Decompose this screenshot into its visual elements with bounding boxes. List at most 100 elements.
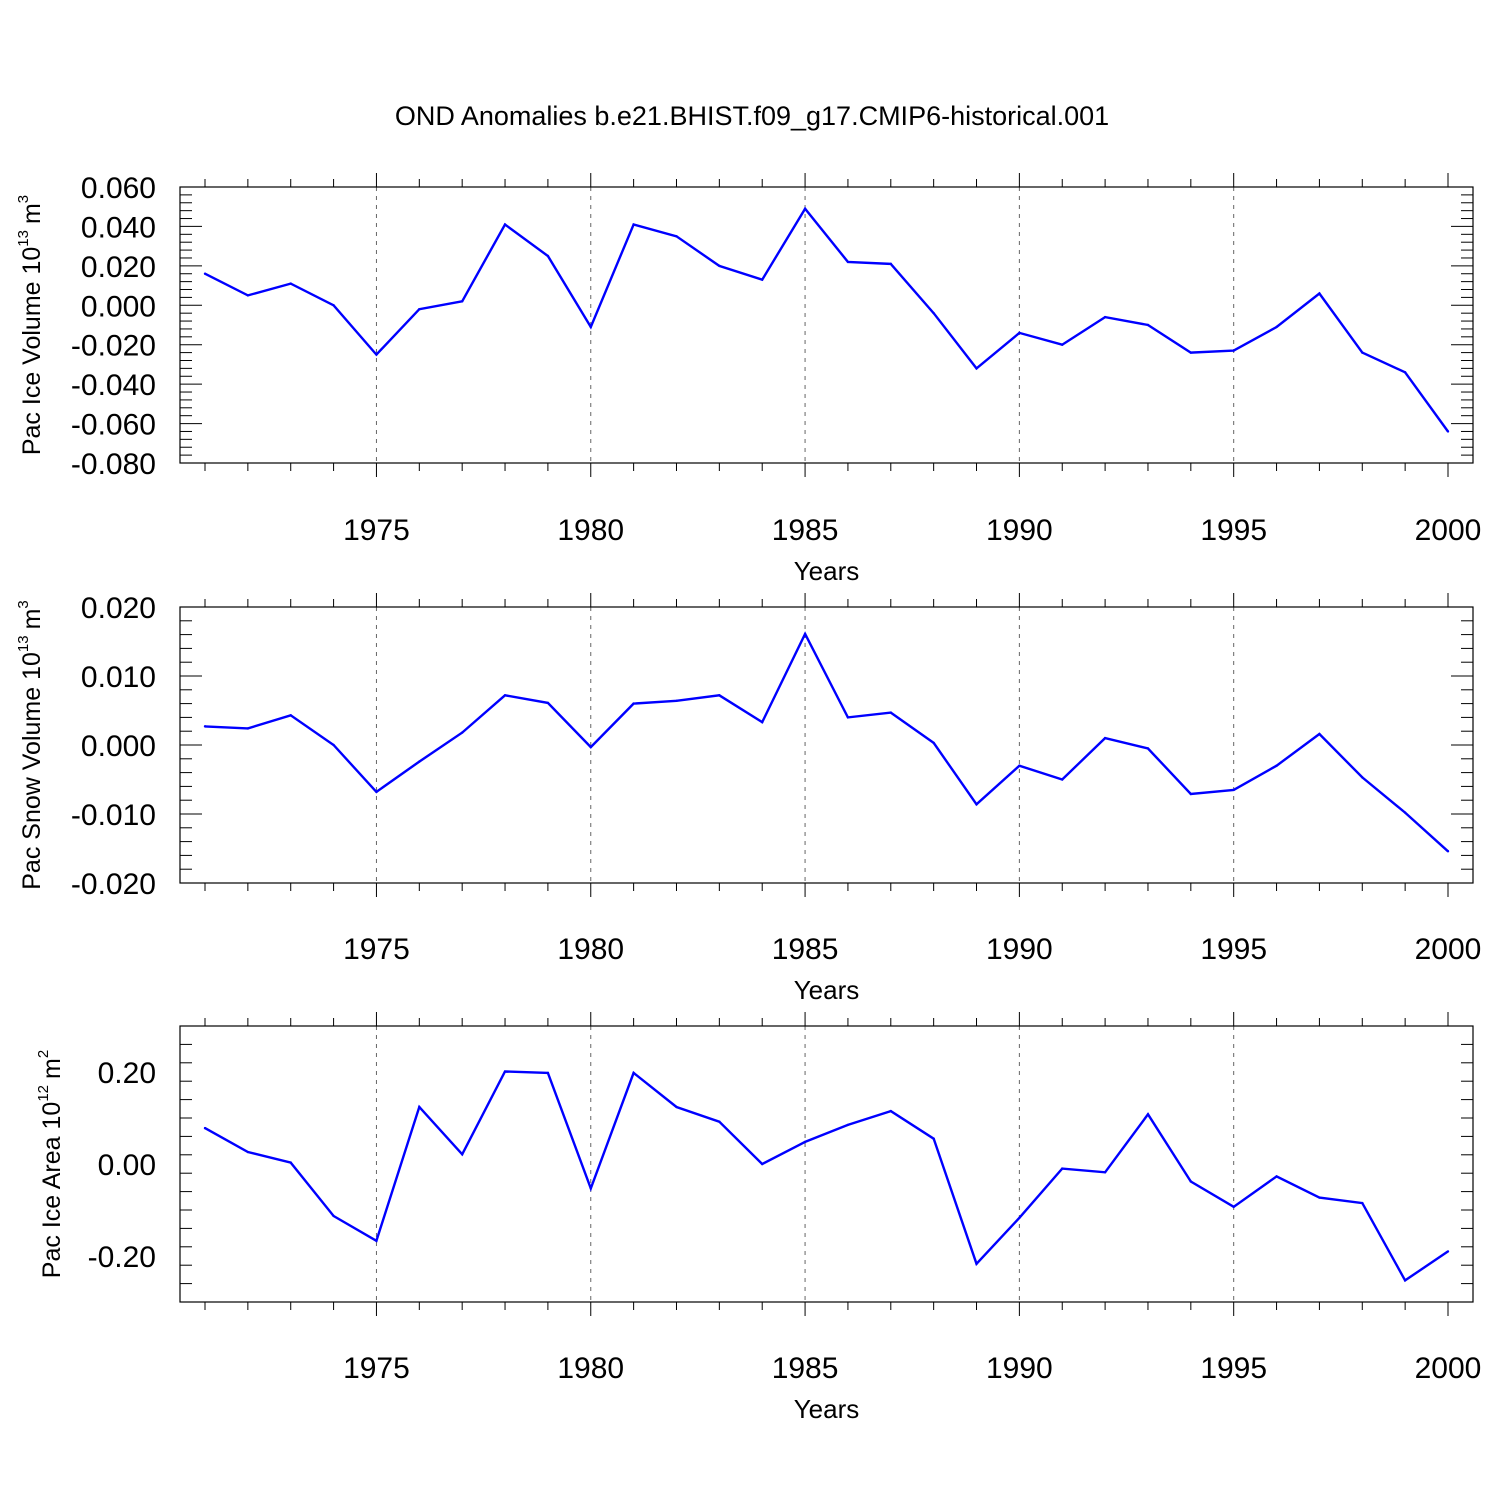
data-point bbox=[846, 260, 850, 264]
panel-1: 0.060 0.040 0.020 0.000 -0.020 -0.040 -0.060 -0… bbox=[15, 172, 1481, 586]
y-tick-label: -0.040 bbox=[71, 369, 156, 402]
x-tick-label: 1985 bbox=[772, 933, 839, 966]
data-point bbox=[332, 743, 335, 747]
data-point bbox=[932, 311, 935, 315]
data-point bbox=[375, 1239, 378, 1243]
data-point bbox=[632, 1071, 635, 1075]
x-tick-label: 1990 bbox=[986, 514, 1053, 547]
data-point bbox=[460, 300, 464, 303]
plot-frame bbox=[179, 186, 1474, 464]
data-point bbox=[1146, 747, 1150, 750]
data-point bbox=[675, 235, 678, 238]
y-tick-label: -0.010 bbox=[71, 799, 156, 832]
data-point bbox=[632, 223, 635, 226]
data-point bbox=[1189, 792, 1193, 796]
x-axis-label: Years bbox=[794, 975, 860, 1005]
data-point bbox=[761, 1162, 764, 1166]
data-point bbox=[675, 1105, 678, 1109]
data-point bbox=[1232, 349, 1235, 352]
data-point bbox=[332, 304, 335, 307]
x-tick-label: 1995 bbox=[1200, 514, 1267, 547]
data-point bbox=[1275, 325, 1278, 329]
plot-frame bbox=[179, 1025, 1474, 1303]
x-tick-label: 1980 bbox=[557, 1352, 624, 1385]
data-point bbox=[889, 711, 892, 714]
data-point bbox=[546, 254, 550, 258]
data-point bbox=[1446, 850, 1450, 853]
data-point bbox=[1403, 371, 1407, 374]
data-point bbox=[803, 632, 807, 636]
data-point bbox=[803, 1140, 807, 1144]
data-point bbox=[203, 272, 207, 275]
data-point bbox=[503, 223, 507, 226]
y-tick-label: -0.20 bbox=[88, 1241, 156, 1274]
x-tick-label: 1995 bbox=[1200, 1352, 1267, 1385]
y-tick-label: -0.080 bbox=[71, 448, 156, 481]
data-point bbox=[1018, 764, 1021, 767]
data-point bbox=[418, 1105, 421, 1109]
chart-title: OND Anomalies b.e21.BHIST.f09_g17.CMIP6-… bbox=[395, 101, 1109, 131]
y-tick-label: 0.20 bbox=[98, 1057, 156, 1090]
y-axis-label: Pac Snow Volume 1013m3 bbox=[15, 600, 46, 890]
data-point bbox=[246, 1150, 250, 1154]
data-point bbox=[289, 282, 292, 285]
x-tick-label: 1980 bbox=[557, 514, 624, 547]
x-tick-label: 1980 bbox=[557, 933, 624, 966]
data-point bbox=[1318, 1196, 1321, 1199]
y-tick-label: 0.000 bbox=[81, 730, 156, 763]
x-tick-label: 1990 bbox=[986, 1352, 1053, 1385]
x-tick-label: 1995 bbox=[1200, 933, 1267, 966]
data-point bbox=[203, 725, 207, 728]
y-tick-label: 0.060 bbox=[81, 172, 156, 205]
data-point bbox=[1446, 1250, 1450, 1253]
x-tick-label: 1990 bbox=[986, 933, 1053, 966]
data-point bbox=[289, 714, 292, 717]
data-point bbox=[975, 1262, 978, 1266]
data-point bbox=[761, 278, 764, 281]
data-point bbox=[1061, 778, 1064, 781]
data-point bbox=[589, 325, 592, 329]
panels: 0.060 0.040 0.020 0.000 -0.020 -0.040 -0.060 -0… bbox=[15, 172, 1481, 1424]
x-tick-label: 2000 bbox=[1415, 933, 1482, 966]
data-point bbox=[975, 803, 978, 806]
data-point bbox=[1446, 430, 1450, 433]
data-point bbox=[932, 741, 935, 745]
data-point bbox=[418, 760, 421, 763]
data-point bbox=[1361, 776, 1364, 779]
y-axis-label: Pac Ice Area 1012m2 bbox=[35, 1050, 66, 1278]
data-point bbox=[1232, 788, 1235, 792]
data-point bbox=[375, 353, 378, 356]
data-point bbox=[1103, 736, 1107, 740]
x-tick-label: 1975 bbox=[343, 1352, 410, 1385]
data-point bbox=[246, 727, 250, 730]
data-point bbox=[1189, 1180, 1193, 1183]
data-point bbox=[846, 716, 850, 719]
data-point bbox=[460, 1153, 464, 1156]
data-point bbox=[1275, 764, 1278, 767]
y-tick-label: -0.060 bbox=[71, 409, 156, 442]
data-point bbox=[1018, 1216, 1021, 1220]
data-point bbox=[460, 731, 464, 734]
x-tick-label: 1985 bbox=[772, 1352, 839, 1385]
data-point bbox=[846, 1123, 850, 1127]
x-tick-label: 2000 bbox=[1415, 1352, 1482, 1385]
data-point bbox=[246, 294, 250, 297]
data-point bbox=[1403, 811, 1407, 814]
data-point bbox=[503, 1070, 507, 1073]
data-point bbox=[675, 699, 678, 703]
data-point bbox=[718, 264, 721, 268]
data-point bbox=[418, 308, 421, 311]
data-point bbox=[1275, 1175, 1278, 1178]
data-point bbox=[1146, 323, 1150, 327]
plot-frame bbox=[179, 606, 1474, 884]
data-point bbox=[889, 262, 892, 266]
data-point bbox=[1061, 343, 1064, 346]
data-point bbox=[1103, 315, 1107, 319]
y-axis-label: Pac Ice Volume 1013m3 bbox=[15, 195, 46, 455]
data-point bbox=[332, 1214, 335, 1218]
data-point bbox=[203, 1126, 207, 1130]
data-point bbox=[1189, 351, 1193, 354]
data-point bbox=[503, 694, 507, 697]
data-point bbox=[1018, 331, 1021, 335]
